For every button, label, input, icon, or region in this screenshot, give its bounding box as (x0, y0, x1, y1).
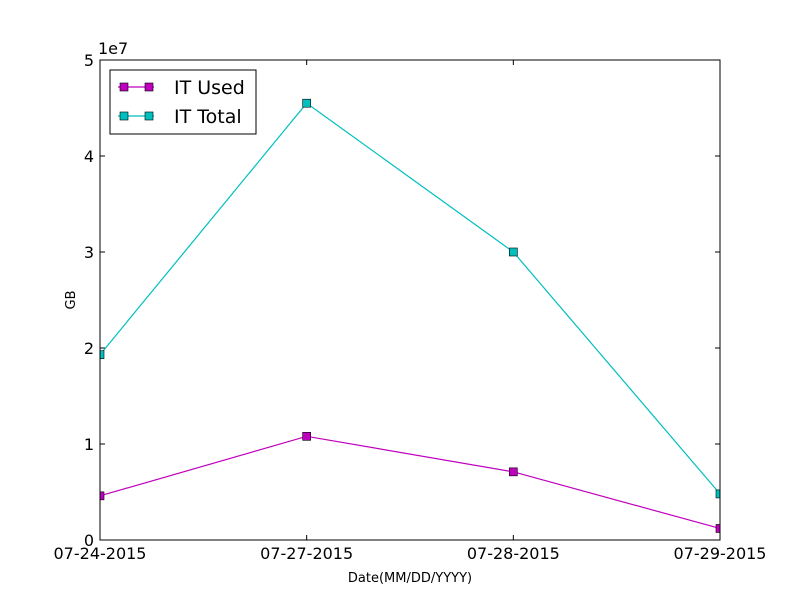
series-it-total (95, 98, 725, 499)
tick-labels-layer: 07-24-2015 07-27-2015 07-28-2015 07-29-2015… (54, 51, 767, 563)
y-tick-label: 5 (84, 51, 94, 70)
legend-marker (144, 111, 154, 121)
legend: IT Used IT Total (109, 69, 257, 135)
legend-marker (119, 82, 129, 92)
legend-marker (119, 111, 129, 121)
y-axis-label: GB (64, 291, 79, 310)
y-axis-scale-label: 1e7 (98, 39, 128, 58)
x-tick-label: 07-29-2015 (674, 544, 767, 563)
data-point (509, 247, 518, 257)
legend-marker (144, 82, 154, 92)
ticks-layer (99, 59, 721, 541)
x-tick-label: 07-27-2015 (260, 544, 353, 563)
y-tick-label: 2 (84, 339, 94, 358)
series-it-used (95, 432, 725, 533)
legend-label: IT Used (174, 77, 245, 99)
y-tick-label: 3 (84, 243, 94, 262)
data-point (302, 432, 311, 441)
legend-box (109, 69, 257, 135)
legend-entry: IT Total (118, 106, 242, 128)
series-line (99, 102, 721, 495)
data-point (302, 98, 311, 108)
data-point (509, 467, 518, 477)
x-tick-label: 07-24-2015 (54, 544, 147, 563)
x-tick-label: 07-28-2015 (467, 544, 560, 563)
series-line (99, 435, 721, 530)
y-tick-label: 0 (84, 531, 94, 550)
legend-entry: IT Used (118, 77, 245, 99)
x-axis-label: Date(MM/DD/YYYY) (348, 571, 472, 586)
legend-label: IT Total (174, 106, 242, 128)
y-tick-label: 4 (84, 147, 94, 166)
plot-frame (99, 59, 721, 541)
y-tick-label: 1 (84, 435, 94, 454)
